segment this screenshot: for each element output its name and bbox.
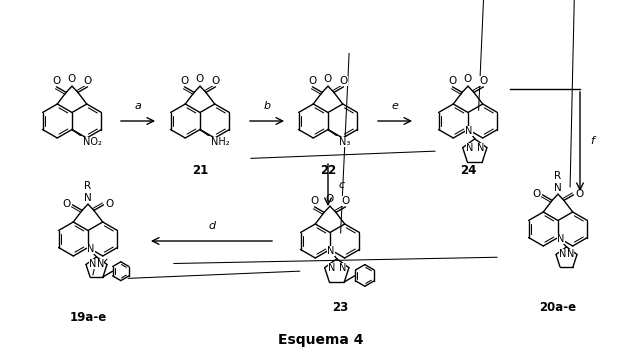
Text: N: N <box>466 143 473 153</box>
Text: N: N <box>89 260 96 270</box>
Text: c: c <box>338 180 344 190</box>
Text: O: O <box>196 74 204 84</box>
Text: Esquema 4: Esquema 4 <box>278 333 364 347</box>
Text: N: N <box>566 250 574 260</box>
Text: e: e <box>392 101 399 111</box>
Text: O: O <box>62 199 71 209</box>
Text: N: N <box>327 246 335 256</box>
Text: a: a <box>134 101 141 111</box>
Text: N: N <box>339 263 346 272</box>
Text: O: O <box>448 76 457 86</box>
Text: d: d <box>208 221 215 231</box>
Text: N: N <box>466 126 473 136</box>
Text: O: O <box>326 194 334 204</box>
Text: R: R <box>554 171 561 181</box>
Text: O: O <box>464 74 472 84</box>
Text: 24: 24 <box>460 164 476 177</box>
Text: O: O <box>324 74 332 84</box>
Text: N: N <box>476 143 484 153</box>
Text: N: N <box>84 193 92 203</box>
Text: N₃: N₃ <box>340 137 351 148</box>
Text: O: O <box>212 76 219 86</box>
Text: 23: 23 <box>332 301 348 314</box>
Text: 22: 22 <box>320 164 336 177</box>
Text: O: O <box>181 76 188 86</box>
Text: O: O <box>68 74 76 84</box>
Text: NH₂: NH₂ <box>212 137 230 148</box>
Text: NO₂: NO₂ <box>84 137 102 148</box>
Text: 21: 21 <box>192 164 208 177</box>
Text: O: O <box>340 76 348 86</box>
Text: 20a-e: 20a-e <box>539 301 577 314</box>
Text: N: N <box>328 263 335 272</box>
Text: O: O <box>84 76 91 86</box>
Text: O: O <box>309 76 316 86</box>
Text: N: N <box>87 244 95 254</box>
Text: O: O <box>53 76 60 86</box>
Text: N: N <box>96 260 104 270</box>
Text: O: O <box>341 196 350 206</box>
Text: O: O <box>311 196 319 206</box>
Text: R: R <box>84 181 91 191</box>
Text: O: O <box>532 189 541 199</box>
Text: b: b <box>264 101 271 111</box>
Text: N: N <box>554 183 562 193</box>
Text: f: f <box>590 136 594 146</box>
Text: O: O <box>105 199 114 209</box>
Text: O: O <box>479 76 487 86</box>
Text: 19a-e: 19a-e <box>69 311 107 324</box>
Text: N: N <box>557 234 565 244</box>
Text: O: O <box>575 189 584 199</box>
Text: N: N <box>559 250 566 260</box>
